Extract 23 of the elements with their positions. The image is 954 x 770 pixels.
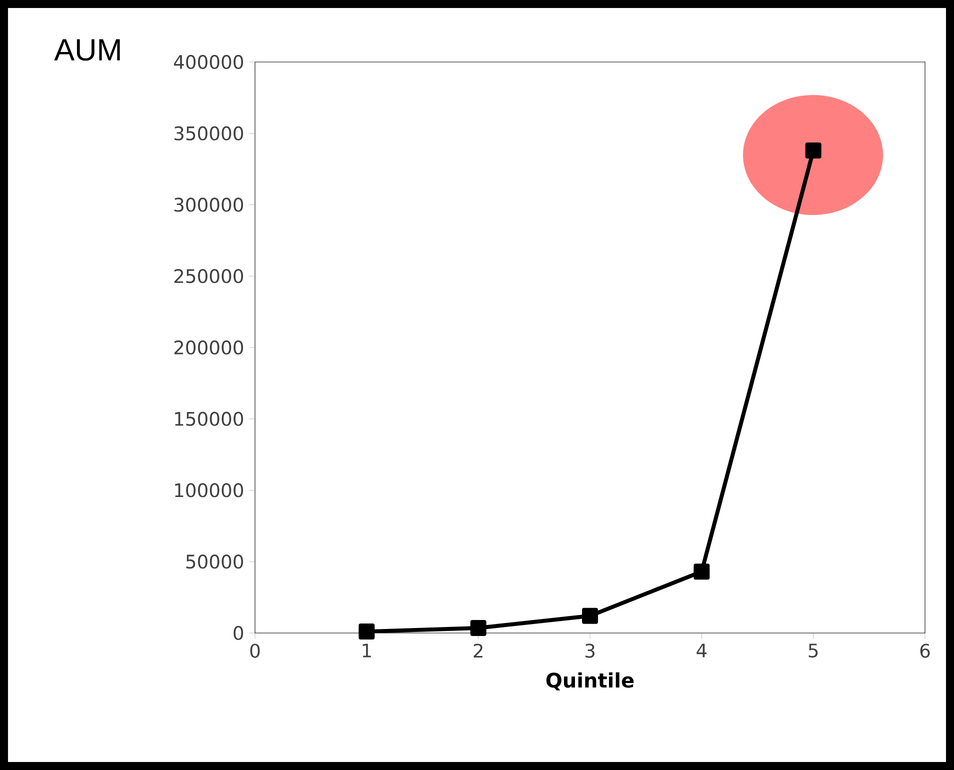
x-tick-label: 6 xyxy=(920,644,930,658)
y-tick-label: 250000 xyxy=(174,269,244,284)
x-tick-label: 0 xyxy=(250,644,260,658)
y-tick-label: 200000 xyxy=(174,340,244,355)
y-axis-title: AUM xyxy=(54,39,120,61)
y-tick-label: 150000 xyxy=(175,412,244,426)
y-tick-label: 300000 xyxy=(174,198,244,212)
y-tick-label: 350000 xyxy=(174,126,244,140)
y-tick-label: 400000 xyxy=(174,54,244,70)
y-tick-label: 50000 xyxy=(186,554,244,569)
point xyxy=(805,142,822,158)
y-tick-label: 0 xyxy=(234,626,244,640)
point xyxy=(358,624,375,640)
point xyxy=(694,564,710,580)
x-tick-label: 1 xyxy=(362,644,371,658)
y-tick-label: 100000 xyxy=(175,483,244,498)
point xyxy=(470,620,486,636)
x-tick-label: 5 xyxy=(808,644,818,658)
x-tick-label: 4 xyxy=(696,644,707,658)
x-tick-label: 3 xyxy=(585,644,594,658)
x-tick-label: 2 xyxy=(474,644,482,658)
x-axis-title: Quintile xyxy=(546,672,634,690)
point xyxy=(582,608,598,624)
